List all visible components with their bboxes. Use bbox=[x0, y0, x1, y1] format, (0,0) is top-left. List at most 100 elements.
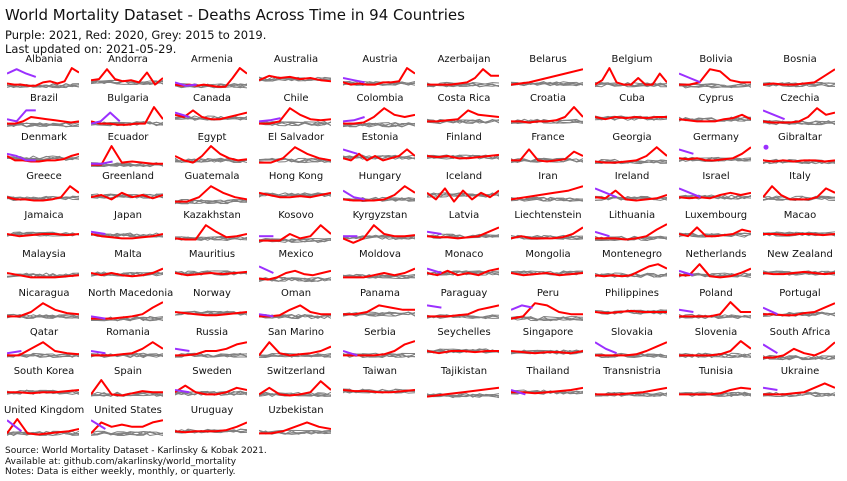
grey-line-2019 bbox=[427, 118, 499, 124]
purple-line-2021 bbox=[763, 144, 769, 150]
red-line-2020 bbox=[343, 304, 415, 316]
country-panel: Israel bbox=[676, 171, 756, 210]
country-panel: Kosovo bbox=[256, 210, 336, 249]
country-plot bbox=[763, 231, 835, 237]
red-line-2020 bbox=[175, 185, 247, 203]
grey-line-2019 bbox=[91, 80, 163, 86]
country-label: Cyprus bbox=[698, 93, 734, 104]
country-panel: Czechia bbox=[760, 93, 840, 132]
red-line-2020 bbox=[763, 302, 835, 317]
country-plot bbox=[511, 349, 583, 355]
country-plot bbox=[91, 145, 163, 168]
country-label: Greenland bbox=[102, 171, 154, 182]
grey-line-2019 bbox=[259, 314, 331, 319]
country-label: Moldova bbox=[358, 249, 402, 260]
country-plot bbox=[7, 67, 79, 89]
red-line-2020 bbox=[7, 152, 79, 163]
red-line-2020 bbox=[259, 304, 331, 318]
country-label: Poland bbox=[699, 288, 733, 299]
grey-line-2019 bbox=[259, 237, 331, 243]
purple-line-2021 bbox=[175, 111, 190, 118]
country-plot bbox=[679, 386, 751, 397]
red-line-2020 bbox=[763, 159, 835, 163]
country-panel: Cyprus bbox=[676, 93, 756, 132]
purple-line-2021 bbox=[763, 306, 778, 316]
country-plot bbox=[343, 185, 415, 202]
country-plot bbox=[427, 68, 499, 88]
country-plot bbox=[511, 148, 583, 164]
country-plot bbox=[175, 341, 247, 358]
red-line-2020 bbox=[91, 301, 163, 320]
red-line-2020 bbox=[679, 146, 751, 162]
country-plot bbox=[595, 67, 667, 88]
purple-line-2021 bbox=[763, 343, 778, 355]
purple-line-2021 bbox=[679, 187, 701, 199]
grey-line-2017 bbox=[7, 352, 79, 358]
red-line-2020 bbox=[763, 382, 835, 396]
grey-line-2019 bbox=[595, 196, 667, 201]
red-line-2020 bbox=[175, 421, 247, 434]
red-line-2020 bbox=[7, 233, 79, 238]
red-line-2020 bbox=[511, 226, 583, 240]
country-label: Qatar bbox=[29, 327, 59, 338]
red-line-2020 bbox=[427, 304, 499, 318]
red-line-2020 bbox=[91, 191, 163, 201]
red-line-2020 bbox=[679, 226, 751, 238]
red-line-2020 bbox=[511, 185, 583, 201]
country-plot bbox=[763, 341, 835, 361]
grey-line-2019 bbox=[7, 389, 79, 395]
country-label: Uruguay bbox=[190, 405, 234, 416]
purple-line-2021 bbox=[259, 117, 281, 123]
grey-line-2015 bbox=[679, 352, 751, 358]
grey-line-2019 bbox=[511, 270, 583, 276]
country-label: Greece bbox=[26, 171, 62, 182]
country-plot bbox=[175, 310, 247, 317]
red-line-2020 bbox=[7, 67, 79, 87]
grey-line-2017 bbox=[7, 314, 79, 319]
country-plot bbox=[7, 152, 79, 163]
country-panel: Tunisia bbox=[676, 366, 756, 405]
country-plot bbox=[763, 270, 835, 276]
red-line-2020 bbox=[679, 340, 751, 357]
country-plot bbox=[7, 109, 79, 128]
country-label: Russia bbox=[195, 327, 229, 338]
country-label: Costa Rica bbox=[437, 93, 491, 104]
country-label: Tunisia bbox=[698, 366, 734, 377]
red-line-2020 bbox=[427, 226, 499, 240]
country-plot bbox=[511, 386, 583, 396]
grey-line-2019 bbox=[7, 122, 79, 127]
country-label: Netherlands bbox=[685, 249, 747, 260]
country-label: Cuba bbox=[619, 93, 645, 104]
country-label: Belarus bbox=[529, 54, 567, 65]
red-line-2020 bbox=[763, 107, 835, 124]
purple-line-2021 bbox=[259, 313, 274, 318]
country-label: Lithuania bbox=[608, 210, 656, 221]
purple-line-2021 bbox=[343, 116, 365, 123]
country-panel: Uzbekistan bbox=[256, 405, 336, 444]
country-panel: Panama bbox=[340, 288, 420, 327]
country-panel: France bbox=[508, 132, 588, 171]
country-label: Belgium bbox=[611, 54, 653, 65]
country-plot bbox=[175, 67, 247, 89]
country-label: United Kingdom bbox=[4, 405, 85, 416]
purple-line-2021 bbox=[91, 230, 106, 235]
country-plot bbox=[175, 109, 247, 121]
country-panel: Guatemala bbox=[172, 171, 252, 210]
country-plot bbox=[91, 230, 163, 240]
red-line-2020 bbox=[427, 386, 499, 398]
red-line-2020 bbox=[91, 341, 163, 357]
country-plot bbox=[91, 106, 163, 127]
country-plot bbox=[175, 421, 247, 434]
country-label: Iran bbox=[538, 171, 558, 182]
country-plot bbox=[91, 267, 163, 278]
country-plot bbox=[7, 418, 79, 437]
country-panel: Estonia bbox=[340, 132, 420, 171]
country-panel: Luxembourg bbox=[676, 210, 756, 249]
country-panel: Slovenia bbox=[676, 327, 756, 366]
country-plot bbox=[7, 302, 79, 320]
country-label: Transnistria bbox=[603, 366, 661, 377]
country-panel: Bulgaria bbox=[88, 93, 168, 132]
country-panel: Slovakia bbox=[592, 327, 672, 366]
grey-line-2019 bbox=[595, 392, 667, 397]
country-panel: Bolivia bbox=[676, 54, 756, 93]
